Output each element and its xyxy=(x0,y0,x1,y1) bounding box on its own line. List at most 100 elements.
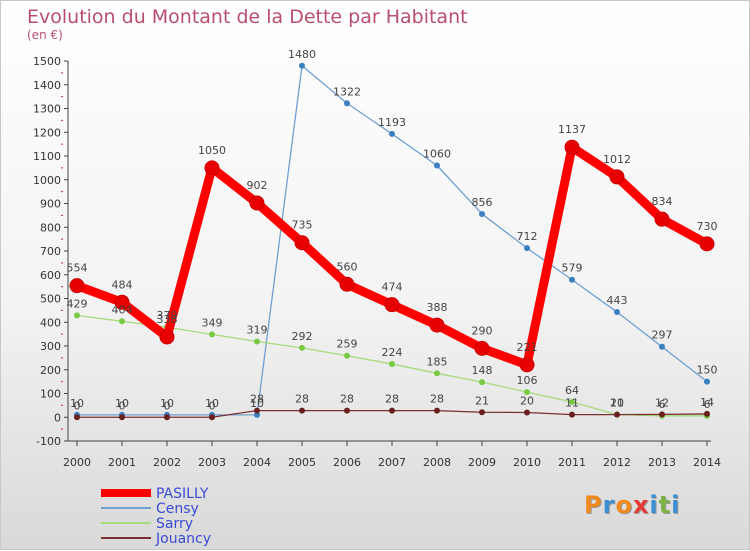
data-point-sarry xyxy=(74,312,80,319)
data-point-censy xyxy=(344,100,350,107)
data-label-jouancy: 14 xyxy=(700,396,714,409)
y-tick-label: 1000 xyxy=(33,174,61,187)
data-label-sarry: 11 xyxy=(610,397,624,410)
data-label-censy: 579 xyxy=(562,262,583,275)
data-label-censy: 443 xyxy=(607,294,628,307)
y-tick-label: 200 xyxy=(40,364,61,377)
x-tick-label: 2014 xyxy=(693,456,721,469)
data-label-pasilly: 730 xyxy=(697,220,718,233)
data-point-pasilly xyxy=(159,329,175,345)
data-point-jouancy xyxy=(569,411,575,418)
data-point-jouancy xyxy=(254,407,260,414)
data-label-censy: 1193 xyxy=(378,116,406,129)
data-label-sarry: 319 xyxy=(247,323,268,336)
data-point-pasilly xyxy=(564,139,580,155)
data-label-jouancy: 20 xyxy=(520,395,534,408)
data-label-censy: 10 xyxy=(250,397,264,410)
data-point-pasilly xyxy=(69,278,85,294)
data-label-censy: 1480 xyxy=(288,48,316,61)
data-label-sarry: 404 xyxy=(112,303,133,316)
data-point-pasilly xyxy=(114,294,130,310)
legend-label-sarry: Sarry xyxy=(156,516,193,532)
x-tick-label: 2006 xyxy=(333,456,361,469)
data-label-jouancy: 0 xyxy=(164,399,171,412)
data-point-pasilly xyxy=(294,235,310,251)
data-label-jouancy: 28 xyxy=(250,393,264,406)
data-label-pasilly: 554 xyxy=(67,262,88,275)
data-point-censy xyxy=(479,210,485,217)
x-tick-label: 2003 xyxy=(198,456,226,469)
data-point-pasilly xyxy=(384,297,400,313)
data-label-censy: 10 xyxy=(70,397,84,410)
x-tick-label: 2001 xyxy=(108,456,136,469)
y-tick-label: 800 xyxy=(40,221,61,234)
data-point-jouancy xyxy=(344,407,350,414)
data-point-censy xyxy=(434,162,440,169)
data-label-sarry: 6 xyxy=(659,398,666,411)
data-label-sarry: 379 xyxy=(157,309,178,322)
data-point-pasilly xyxy=(339,276,355,292)
y-tick-label: 700 xyxy=(40,245,61,258)
legend-label-censy: Censy xyxy=(156,501,199,517)
data-point-sarry xyxy=(434,370,440,377)
y-tick-label: 1400 xyxy=(33,79,61,92)
data-point-sarry xyxy=(119,318,125,325)
data-point-jouancy xyxy=(659,411,665,418)
data-point-sarry xyxy=(479,379,485,386)
data-point-jouancy xyxy=(389,407,395,414)
data-label-sarry: 292 xyxy=(292,330,313,343)
data-label-pasilly: 560 xyxy=(337,260,358,273)
data-point-pasilly xyxy=(474,340,490,356)
data-label-sarry: 6 xyxy=(704,398,711,411)
data-label-sarry: 106 xyxy=(517,374,538,387)
proxiti-logo: Proxiti xyxy=(584,491,680,519)
x-tick-label: 2009 xyxy=(468,456,496,469)
y-tick-label: -100 xyxy=(36,435,61,448)
data-label-sarry: 429 xyxy=(67,297,88,310)
data-point-pasilly xyxy=(204,160,220,176)
data-label-pasilly: 735 xyxy=(292,219,313,232)
data-point-censy xyxy=(254,411,260,418)
x-tick-label: 2012 xyxy=(603,456,631,469)
data-label-jouancy: 28 xyxy=(430,393,444,406)
x-tick-label: 2013 xyxy=(648,456,676,469)
data-label-pasilly: 474 xyxy=(382,281,403,294)
data-point-pasilly xyxy=(519,357,535,373)
data-label-jouancy: 21 xyxy=(475,394,489,407)
data-point-jouancy xyxy=(74,414,80,421)
data-point-jouancy xyxy=(434,407,440,414)
legend-label-pasilly: PASILLY xyxy=(156,486,209,502)
logo-letter: P xyxy=(584,491,603,519)
x-tick-label: 2010 xyxy=(513,456,541,469)
x-tick-label: 2005 xyxy=(288,456,316,469)
data-label-sarry: 185 xyxy=(427,355,448,368)
data-point-sarry xyxy=(209,331,215,338)
chart-title: Evolution du Montant de la Dette par Hab… xyxy=(27,6,468,28)
x-tick-label: 2011 xyxy=(558,456,586,469)
y-tick-label: 1100 xyxy=(33,150,61,163)
data-label-jouancy: 12 xyxy=(655,396,669,409)
data-point-censy xyxy=(569,276,575,283)
legend-label-jouancy: Jouancy xyxy=(155,531,211,547)
data-point-jouancy xyxy=(704,410,710,417)
data-label-pasilly: 834 xyxy=(652,195,673,208)
logo-letter: i xyxy=(671,491,681,519)
data-point-sarry xyxy=(524,389,530,396)
data-point-censy xyxy=(299,62,305,69)
data-point-censy xyxy=(659,343,665,350)
chart-subtitle: (en €) xyxy=(27,28,63,42)
data-point-pasilly xyxy=(429,317,445,333)
data-label-pasilly: 1050 xyxy=(198,144,226,157)
data-label-pasilly: 221 xyxy=(517,341,538,354)
data-point-jouancy xyxy=(164,414,170,421)
data-point-pasilly xyxy=(654,211,670,227)
data-label-pasilly: 1012 xyxy=(603,153,631,166)
y-tick-label: 900 xyxy=(40,198,61,211)
data-label-jouancy: 0 xyxy=(119,399,126,412)
data-point-sarry xyxy=(344,352,350,359)
data-label-censy: 856 xyxy=(472,196,493,209)
data-label-censy: 1322 xyxy=(333,85,361,98)
data-point-censy xyxy=(524,245,530,252)
data-label-jouancy: 0 xyxy=(74,399,81,412)
